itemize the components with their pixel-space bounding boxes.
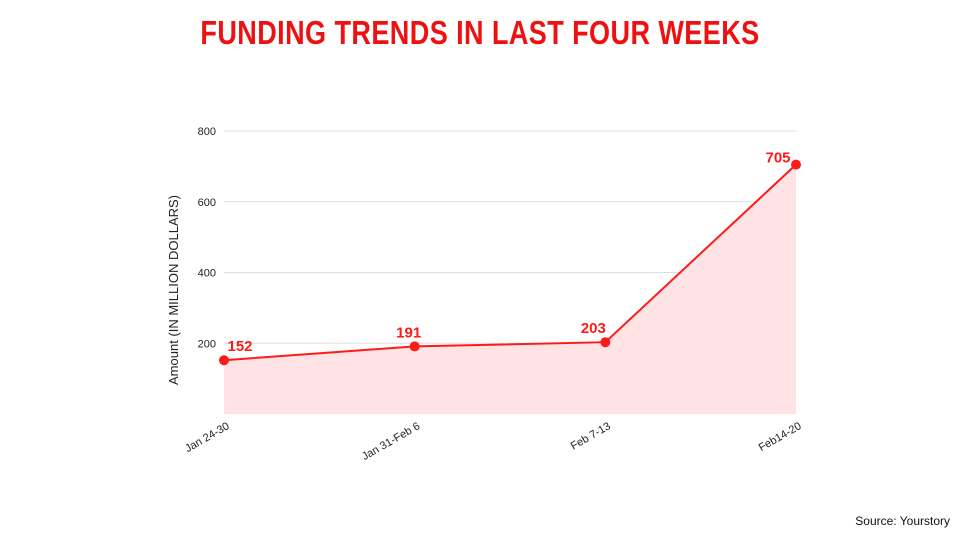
source-note: Source: Yourstory (855, 514, 950, 528)
data-label: 203 (581, 320, 606, 337)
x-tick-label: Feb14-20 (757, 420, 804, 454)
data-label: 152 (227, 338, 252, 355)
data-points (219, 159, 801, 366)
series-line (223, 163, 797, 362)
y-axis-label: Amount (IN MILLION DOLLARS) (166, 195, 181, 385)
series-polyline (223, 163, 797, 362)
x-tick-label: Feb 7-13 (569, 420, 613, 452)
y-tick-label: 200 (198, 338, 216, 350)
chart-title: FUNDING TRENDS IN LAST FOUR WEEKS (200, 14, 760, 51)
y-tick-label: 800 (198, 126, 216, 138)
y-axis-ticks: 200 400 600 800 (198, 126, 216, 350)
y-tick-label: 400 (198, 268, 216, 280)
data-label: 705 (765, 150, 790, 167)
data-point (600, 337, 611, 348)
x-axis-ticks: Jan 24-30 Jan 31-Feb 6 Feb 7-13 Feb14-20 (183, 420, 803, 463)
area-fill (224, 164, 796, 414)
y-tick-label: 600 (198, 197, 216, 209)
x-tick-label: Jan 24-30 (183, 420, 231, 455)
data-label: 191 (396, 324, 421, 341)
data-point (791, 159, 801, 170)
x-tick-label: Jan 31-Feb 6 (360, 420, 422, 463)
data-labels: 152 191 203 705 (227, 150, 790, 356)
data-point (409, 341, 420, 352)
area-shape (224, 164, 796, 414)
data-point (219, 355, 229, 366)
